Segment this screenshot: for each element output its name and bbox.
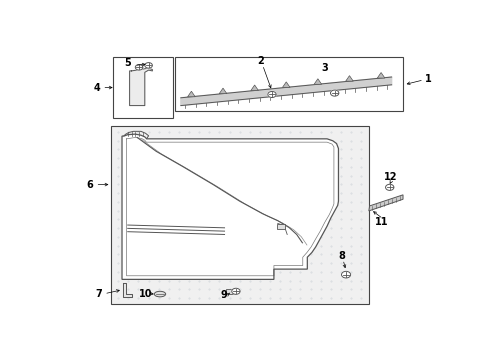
- Circle shape: [342, 271, 351, 278]
- Polygon shape: [188, 91, 195, 97]
- Polygon shape: [129, 68, 152, 105]
- Polygon shape: [123, 283, 132, 297]
- Ellipse shape: [154, 291, 166, 297]
- Polygon shape: [181, 77, 392, 105]
- Circle shape: [232, 288, 240, 294]
- Polygon shape: [314, 79, 321, 84]
- Polygon shape: [282, 82, 290, 87]
- Text: 5: 5: [124, 58, 131, 68]
- Circle shape: [145, 63, 152, 68]
- Circle shape: [330, 90, 339, 96]
- Bar: [226, 288, 235, 293]
- Circle shape: [386, 184, 394, 190]
- Circle shape: [135, 64, 143, 70]
- Bar: [277, 224, 285, 229]
- Text: 2: 2: [257, 56, 264, 66]
- Text: 9: 9: [220, 291, 227, 301]
- Text: 1: 1: [425, 74, 432, 84]
- Polygon shape: [219, 88, 227, 94]
- Text: 3: 3: [322, 63, 329, 73]
- Text: 12: 12: [384, 172, 397, 182]
- Text: 8: 8: [339, 251, 346, 261]
- Circle shape: [268, 91, 276, 98]
- Polygon shape: [251, 85, 258, 90]
- Polygon shape: [369, 195, 403, 211]
- Text: 4: 4: [94, 82, 101, 93]
- Bar: [111, 126, 369, 304]
- Text: 6: 6: [86, 180, 93, 190]
- Bar: [175, 57, 403, 111]
- Bar: [113, 57, 173, 118]
- Polygon shape: [345, 76, 353, 81]
- Text: 7: 7: [96, 289, 102, 299]
- Text: 10: 10: [139, 289, 152, 299]
- Polygon shape: [122, 134, 339, 279]
- Polygon shape: [377, 72, 385, 78]
- Text: 11: 11: [375, 217, 389, 227]
